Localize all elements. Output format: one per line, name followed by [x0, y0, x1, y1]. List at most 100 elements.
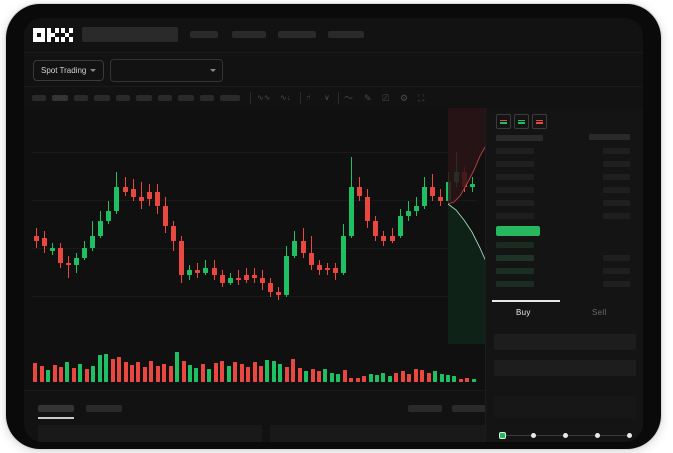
order-amount-field[interactable] — [494, 360, 636, 376]
orderbook-ask-row[interactable] — [496, 213, 534, 219]
fullscreen-icon[interactable]: ⛶ — [418, 93, 425, 103]
volume-bar — [207, 368, 212, 382]
timeframe-7[interactable] — [158, 95, 172, 101]
slider-step-3[interactable] — [595, 432, 600, 438]
slider-step-4[interactable] — [627, 432, 632, 438]
toolbar-divider-3 — [338, 92, 339, 104]
nav-item-2[interactable] — [232, 31, 266, 38]
candle-body — [413, 206, 419, 212]
drawing-icon[interactable]: ✎ — [364, 93, 372, 103]
candle-body — [324, 267, 330, 271]
timeframe-4[interactable] — [94, 95, 110, 101]
orderbook-ask-row[interactable] — [496, 200, 534, 206]
timeframe-6[interactable] — [136, 95, 152, 101]
nav-item-4[interactable] — [328, 31, 364, 38]
volume-bar — [181, 361, 186, 382]
candle-body — [138, 196, 144, 202]
order-price-field[interactable] — [494, 334, 636, 350]
orderbook-mode-bids-icon[interactable] — [514, 114, 529, 129]
chart-type-icon[interactable]: ∿↓ — [280, 93, 291, 102]
candle-body — [154, 191, 160, 207]
indicator-icon[interactable]: ∿∿ — [257, 93, 271, 102]
line-chart-icon[interactable]: 〜 — [344, 93, 354, 103]
chart-toolbar: ∿∿ ∿↓ ⑁ ∨ 〜 ✎ ⎚ ⚙ ⛶ — [24, 86, 643, 109]
timeframe-8[interactable] — [178, 95, 194, 101]
candle-body — [308, 253, 314, 266]
search-input[interactable] — [82, 27, 178, 42]
dropdown-icon[interactable]: ∨ — [324, 93, 330, 102]
orderbook-ask-row[interactable] — [496, 148, 534, 154]
volume-bar — [394, 372, 399, 382]
volume-bar — [200, 363, 205, 382]
tab-sell[interactable]: Sell — [592, 308, 607, 317]
bottom-action-2[interactable] — [452, 405, 486, 412]
orderbook-ask-amount — [603, 187, 630, 193]
volume-bar — [304, 370, 309, 382]
timeframe-1[interactable] — [32, 95, 46, 101]
volume-bar — [97, 355, 102, 382]
buy-sell-tabs: Buy Sell — [486, 300, 643, 326]
chart-gridline — [32, 152, 477, 153]
orderbook-bid-row[interactable] — [496, 255, 534, 261]
nav-item-3[interactable] — [278, 31, 316, 38]
volume-bar — [355, 378, 360, 382]
orderbook-bid-row[interactable] — [496, 281, 534, 287]
candle-body — [397, 216, 403, 236]
orderbook-header-price — [496, 135, 543, 141]
volume-bar — [162, 363, 167, 382]
candle-body — [33, 235, 39, 241]
trading-pair-select[interactable] — [110, 59, 223, 82]
toolbar-divider-2 — [300, 92, 301, 104]
slider-step-1[interactable] — [531, 432, 536, 438]
orderbook-mode-both-icon[interactable] — [496, 114, 511, 129]
volume-bar — [278, 363, 283, 382]
orderbook-ask-row[interactable] — [496, 161, 534, 167]
compare-icon[interactable]: ⑁ — [306, 93, 311, 102]
timeframe-5[interactable] — [116, 95, 130, 101]
timeframe-9[interactable] — [200, 95, 214, 101]
volume-bar — [59, 366, 64, 382]
orderbook-mode-asks-icon[interactable] — [532, 114, 547, 129]
tablet-bezel: Spot Trading — [6, 4, 661, 449]
amount-slider[interactable] — [496, 430, 634, 440]
market-type-dropdown[interactable]: Spot Trading — [33, 60, 105, 81]
orderbook-ask-row[interactable] — [496, 174, 534, 180]
volume-bar — [252, 361, 257, 382]
timeframe-10[interactable] — [220, 95, 240, 101]
volume-bar — [136, 362, 141, 382]
price-chart[interactable] — [24, 108, 485, 344]
volume-bar — [33, 363, 38, 382]
volume-bar — [65, 362, 70, 382]
tab-buy[interactable]: Buy — [516, 308, 531, 317]
bottom-tab-2[interactable] — [86, 405, 122, 412]
bottom-panel-left — [38, 425, 262, 442]
orderbook-ask-row[interactable] — [496, 187, 534, 193]
candle-body — [146, 191, 152, 199]
bottom-action-1[interactable] — [408, 405, 442, 412]
okx-logo[interactable] — [33, 28, 73, 42]
order-total-field[interactable] — [494, 396, 636, 418]
slider-step-0[interactable] — [499, 432, 506, 439]
orderbook-bid-row[interactable] — [496, 242, 534, 248]
logo-glyph-x — [61, 28, 73, 42]
slider-step-2[interactable] — [563, 432, 568, 438]
volume-bar — [284, 367, 289, 382]
orderbook-bid-amount — [603, 255, 630, 261]
bottom-tab-1[interactable] — [38, 405, 74, 412]
candle-body — [243, 275, 249, 281]
candle-body — [171, 226, 177, 241]
volume-bar — [420, 370, 425, 382]
camera-icon[interactable]: ⎚ — [382, 93, 390, 103]
nav-item-1[interactable] — [190, 31, 218, 38]
logo-glyph-o — [33, 28, 45, 42]
volume-bar — [407, 373, 412, 382]
orderbook-bid-row[interactable] — [496, 268, 534, 274]
settings-icon[interactable]: ⚙ — [400, 93, 409, 103]
timeframe-2-active[interactable] — [52, 95, 68, 101]
volume-bar — [452, 376, 457, 382]
volume-chart[interactable] — [24, 344, 485, 390]
volume-bar — [336, 373, 341, 382]
candle-body — [219, 275, 225, 283]
candle-body — [74, 257, 79, 266]
timeframe-3[interactable] — [74, 95, 88, 101]
